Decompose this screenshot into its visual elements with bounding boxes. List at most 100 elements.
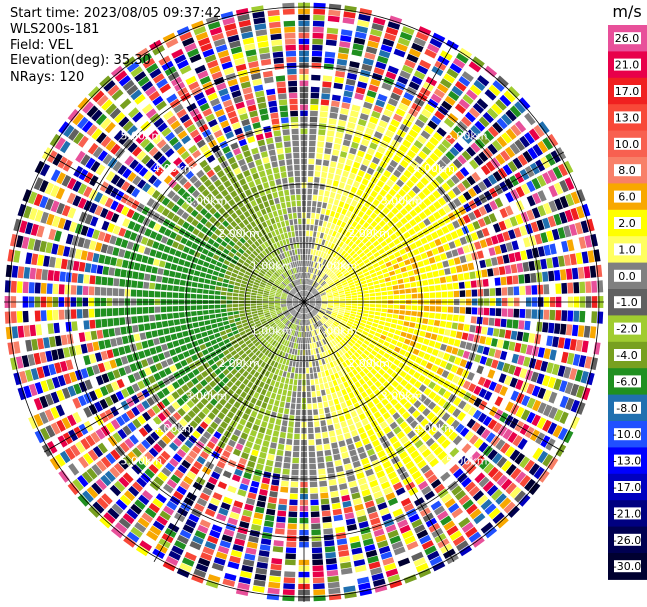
range-gate [466, 223, 475, 233]
range-gate [365, 208, 373, 216]
range-gate [333, 82, 343, 90]
range-gate [310, 92, 320, 99]
range-gate [306, 307, 309, 313]
range-gate [420, 418, 429, 427]
range-gate [478, 388, 487, 398]
range-gate [325, 311, 332, 315]
range-gate [305, 355, 309, 362]
range-gate [399, 70, 411, 80]
range-gate [238, 307, 245, 311]
range-gate [380, 44, 393, 53]
range-gate [354, 564, 367, 573]
range-gate [269, 491, 278, 498]
range-gate [351, 298, 358, 301]
range-gate [407, 270, 415, 277]
range-gate [395, 393, 404, 402]
range-gate [189, 420, 198, 429]
range-gate [314, 171, 321, 177]
range-gate [322, 352, 327, 358]
range-gate [166, 500, 178, 511]
range-gate [361, 316, 368, 321]
range-gate [359, 113, 369, 121]
range-gate [444, 95, 456, 106]
range-gate [121, 259, 129, 269]
range-gate [436, 262, 444, 269]
range-gate [485, 237, 493, 247]
range-gate [312, 261, 316, 268]
range-gate [233, 314, 240, 319]
range-gate [307, 313, 310, 319]
range-gate [242, 363, 250, 370]
range-gate [334, 76, 345, 84]
range-gate [564, 382, 574, 395]
range-gate [394, 402, 403, 411]
range-gate [309, 319, 312, 325]
range-gate [447, 291, 454, 298]
range-gate [233, 401, 241, 409]
range-gate [383, 257, 390, 263]
range-gate [542, 172, 552, 185]
range-gate [322, 395, 328, 402]
range-gate [259, 489, 268, 496]
range-gate [415, 323, 422, 330]
range-gate [433, 211, 442, 220]
range-gate [343, 272, 350, 277]
range-gate [350, 311, 357, 315]
range-gate [563, 366, 572, 379]
range-gate [306, 285, 309, 291]
range-gate [450, 364, 459, 374]
range-gate [489, 288, 496, 296]
range-gate [464, 481, 476, 493]
range-gate [86, 342, 94, 353]
range-gate [309, 134, 317, 141]
range-gate [366, 506, 377, 514]
range-gate [365, 468, 374, 477]
range-gate [338, 248, 344, 255]
range-gate [331, 496, 340, 504]
range-gate [515, 471, 527, 484]
range-gate [286, 372, 291, 378]
range-gate [226, 296, 233, 300]
range-gate [114, 327, 121, 336]
range-gate [315, 433, 322, 439]
range-gate [279, 382, 284, 389]
range-gate [256, 500, 266, 508]
range-gate [369, 392, 377, 400]
range-gate [122, 513, 135, 525]
range-gate [174, 250, 182, 258]
range-gate [338, 370, 344, 378]
range-gate [473, 385, 482, 396]
range-gate [436, 127, 447, 137]
range-gate [326, 234, 331, 241]
range-gate [136, 289, 143, 297]
range-gate [575, 339, 583, 352]
range-gate [192, 535, 204, 545]
range-gate [245, 421, 253, 429]
range-gate [231, 474, 241, 482]
range-gate [444, 329, 451, 336]
range-gate [227, 517, 238, 526]
range-gate [270, 485, 279, 492]
range-gate [204, 508, 216, 518]
range-gate [327, 349, 332, 356]
range-gate [373, 207, 381, 215]
range-gate [370, 517, 381, 526]
range-gate [348, 371, 355, 378]
range-gate [311, 310, 316, 316]
range-gate [247, 435, 256, 443]
range-gate [318, 359, 323, 366]
range-gate [351, 262, 358, 268]
range-gate [179, 529, 192, 539]
range-gate [91, 482, 103, 495]
range-gate [161, 320, 169, 328]
range-gate [451, 507, 464, 519]
range-gate [386, 313, 393, 318]
range-gate [333, 293, 339, 297]
range-gate [310, 505, 320, 512]
range-gate [467, 333, 475, 342]
range-gate [155, 493, 167, 504]
range-gate [324, 227, 330, 234]
range-gate [518, 320, 525, 330]
range-gate [478, 476, 490, 488]
range-gate [222, 578, 236, 587]
